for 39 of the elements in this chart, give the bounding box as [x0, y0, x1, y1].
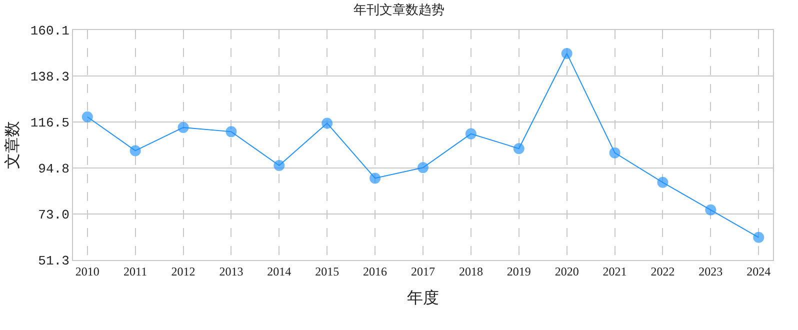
point: [130, 145, 141, 156]
point: [322, 118, 333, 129]
point: [82, 111, 93, 122]
x-tick-label: 2017: [411, 264, 435, 278]
x-tick-label: 2018: [458, 264, 483, 278]
x-tick-label: 2013: [219, 264, 244, 278]
point: [513, 143, 524, 154]
point: [465, 128, 476, 140]
x-tick-label: 2021: [602, 264, 627, 278]
point: [705, 204, 716, 216]
point: [753, 232, 764, 243]
point: [370, 172, 381, 184]
x-tick-label: 2019: [506, 264, 531, 278]
x-tick-label: 2012: [171, 264, 196, 278]
x-tick-label: 2023: [698, 264, 723, 278]
y-tick-label: 138.3: [30, 70, 70, 85]
y-tick-label: 51.3: [38, 254, 70, 269]
x-tick-label: 2016: [363, 264, 388, 278]
point: [657, 176, 668, 188]
y-tick-label: 160.1: [30, 24, 70, 39]
point: [274, 160, 285, 172]
x-tick-label: 2014: [267, 264, 292, 278]
chart-title: 年刊文章数趋势: [354, 2, 444, 18]
x-tick-label: 2011: [124, 264, 148, 278]
x-tick-label: 2022: [650, 264, 675, 278]
point: [561, 48, 572, 59]
point: [226, 126, 237, 138]
y-tick-label: 94.8: [38, 162, 70, 177]
y-tick-label: 116.5: [30, 116, 70, 131]
x-tick-label: 2015: [315, 264, 340, 278]
point: [178, 122, 189, 133]
x-tick-label: 2020: [554, 264, 579, 278]
y-tick-label: 73.0: [38, 208, 70, 223]
x-axis-title: 年度: [407, 289, 439, 308]
x-tick-label: 2024: [746, 264, 771, 278]
x-tick-label: 2010: [75, 264, 100, 278]
y-axis-title: 文章数: [3, 121, 22, 169]
point: [418, 162, 428, 174]
point: [609, 147, 620, 158]
